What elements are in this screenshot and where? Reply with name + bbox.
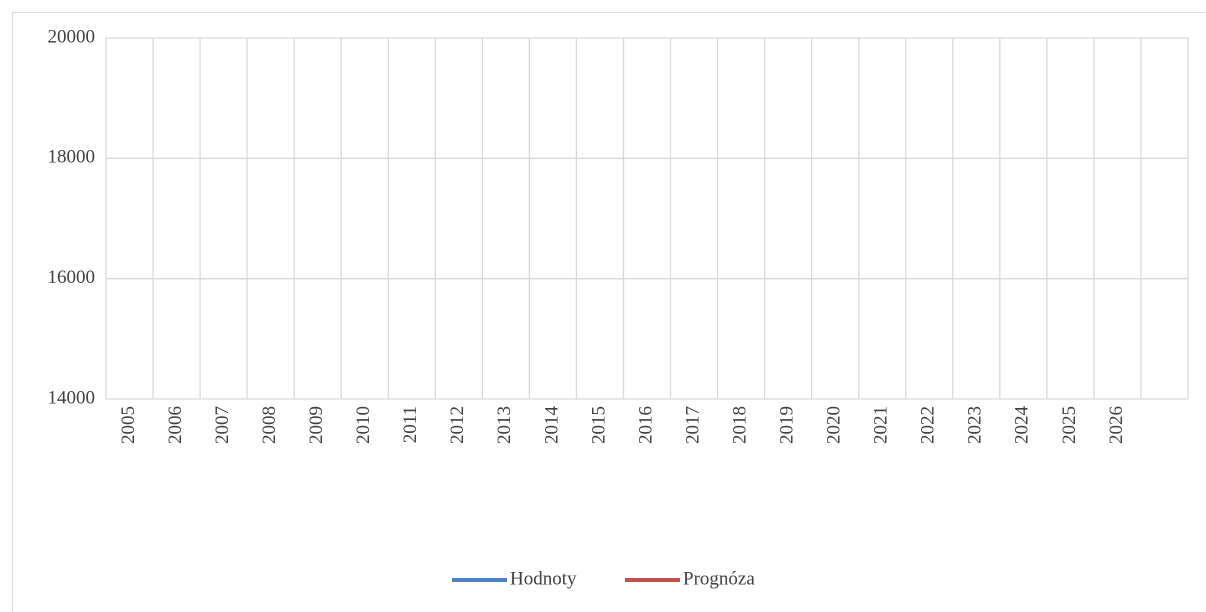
x-tick-label: 2026 bbox=[1106, 406, 1127, 444]
x-tick-label: 2019 bbox=[776, 406, 797, 444]
x-tick-label: 2018 bbox=[729, 406, 750, 444]
x-tick-label: 2025 bbox=[1059, 406, 1080, 444]
y-tick-label: 18000 bbox=[48, 147, 96, 168]
x-tick-label: 2016 bbox=[635, 406, 656, 444]
x-tick-label: 2017 bbox=[682, 406, 703, 444]
x-tick-label: 2009 bbox=[306, 406, 327, 444]
x-tick-label: 2014 bbox=[541, 406, 562, 445]
x-tick-label: 2011 bbox=[400, 406, 421, 443]
x-tick-label: 2024 bbox=[1012, 406, 1033, 445]
x-tick-label: 2007 bbox=[212, 406, 233, 444]
chart-frame bbox=[12, 12, 1206, 612]
x-tick-label: 2008 bbox=[259, 406, 280, 444]
x-tick-label: 2021 bbox=[871, 406, 892, 444]
x-tick-label: 2010 bbox=[353, 406, 374, 444]
x-tick-label: 2013 bbox=[494, 406, 515, 444]
x-tick-label: 2023 bbox=[965, 406, 986, 444]
y-tick-label: 16000 bbox=[48, 267, 96, 288]
x-tick-label: 2006 bbox=[165, 406, 186, 444]
y-tick-label: 20000 bbox=[48, 26, 96, 47]
x-tick-label: 2020 bbox=[824, 406, 845, 444]
y-tick-label: 14000 bbox=[48, 387, 96, 408]
x-tick-label: 2022 bbox=[918, 406, 939, 444]
legend-label: Hodnoty bbox=[510, 568, 577, 589]
x-tick-label: 2005 bbox=[118, 406, 139, 444]
x-tick-label: 2015 bbox=[588, 406, 609, 444]
legend-label: Prognóza bbox=[683, 568, 755, 589]
x-tick-label: 2012 bbox=[447, 406, 468, 444]
